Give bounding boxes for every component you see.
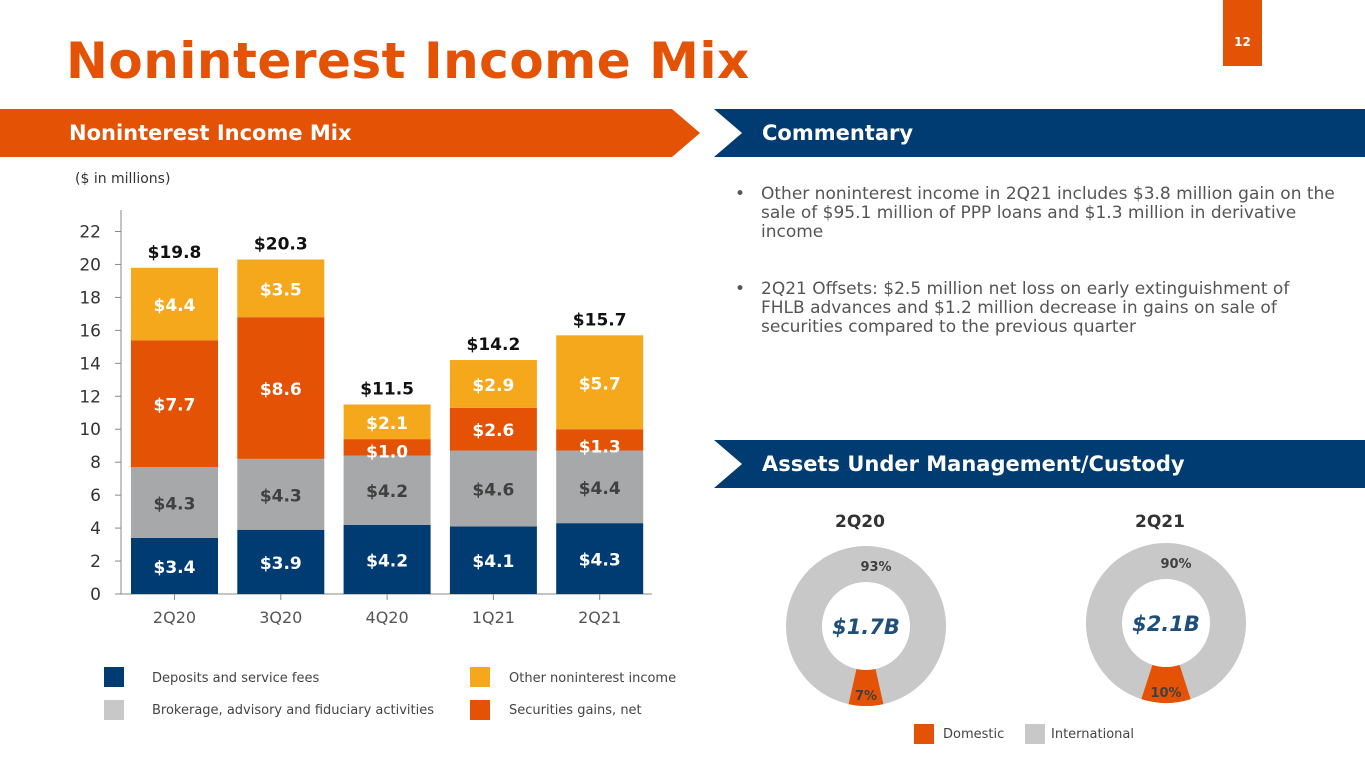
donut-slice-international (785, 546, 946, 705)
y-tick-label: 6 (90, 486, 101, 506)
x-tick-label: 3Q20 (259, 608, 302, 627)
legend-label-securities: Securities gains, net (509, 703, 642, 718)
data-label: $4.2 (366, 482, 408, 502)
bar-segment (343, 439, 431, 456)
y-tick-label: 10 (79, 420, 101, 440)
y-tick-label: 8 (90, 453, 101, 473)
total-label: $11.5 (360, 380, 414, 400)
bar-segment (556, 523, 644, 594)
bar-segment (556, 429, 644, 451)
x-tick-label: 2Q21 (578, 608, 621, 627)
bar-segment (449, 360, 537, 408)
bar-segment (449, 407, 537, 451)
data-label: $2.1 (366, 414, 408, 434)
bar-segment (449, 450, 537, 527)
commentary-item: 2Q21 Offsets: $2.5 million net loss on e… (735, 280, 1335, 337)
legend-swatch-deposits (104, 667, 124, 687)
y-tick-label: 22 (79, 223, 101, 243)
x-tick-label: 2Q20 (153, 608, 196, 627)
y-tick-label: 14 (79, 354, 101, 374)
total-label: $14.2 (467, 335, 521, 355)
data-label: $2.6 (472, 421, 514, 441)
y-tick-label: 2 (90, 552, 101, 572)
commentary-item: Other noninterest income in 2Q21 include… (735, 185, 1335, 242)
bar-segment (131, 537, 218, 594)
donut-slice-domestic (848, 668, 884, 707)
data-label: $1.0 (366, 443, 408, 463)
section-banner-income-mix: Noninterest Income Mix (0, 109, 672, 157)
data-label: $4.4 (154, 296, 196, 316)
data-label: $8.6 (260, 380, 302, 400)
slice-label-domestic: 10% (1150, 686, 1181, 701)
bar-segment (343, 524, 431, 594)
data-label: $1.3 (579, 438, 621, 458)
y-tick-label: 4 (90, 519, 101, 539)
data-label: $5.7 (579, 374, 621, 394)
section-banner-commentary: Commentary (714, 109, 1365, 157)
y-tick-label: 20 (79, 255, 101, 275)
bar-segment (131, 267, 218, 341)
bar-segment (449, 526, 537, 594)
data-label: $3.5 (260, 280, 302, 300)
legend-label-deposits: Deposits and service fees (152, 671, 320, 686)
legend-swatch-other (470, 667, 490, 687)
commentary-list: Other noninterest income in 2Q21 include… (735, 185, 1335, 375)
bar-segment (237, 529, 325, 594)
total-label: $19.8 (148, 243, 202, 263)
legend-swatch-international (1025, 724, 1045, 744)
data-label: $3.4 (154, 558, 196, 578)
total-label: $15.7 (573, 310, 627, 330)
data-label: $4.3 (579, 551, 621, 571)
data-label: $4.2 (366, 551, 408, 571)
x-tick-label: 4Q20 (366, 608, 409, 627)
data-label: $3.9 (260, 554, 302, 574)
bar-segment (343, 404, 431, 440)
donut-center-label: $2.1B (1132, 612, 1200, 636)
page-title: Noninterest Income Mix (66, 32, 750, 90)
donut-slice-domestic (1141, 664, 1191, 703)
slice-label-international: 93% (860, 560, 891, 575)
data-label: $7.7 (154, 396, 196, 416)
donut-title: 2Q20 (835, 512, 885, 532)
bar-segment (343, 455, 431, 525)
donut-slice-international (1086, 543, 1246, 700)
data-label: $4.3 (154, 495, 196, 515)
total-label: $20.3 (254, 235, 308, 255)
donut-center-label: $1.7B (832, 615, 900, 639)
units-label: ($ in millions) (75, 171, 171, 187)
x-tick-label: 1Q21 (472, 608, 515, 627)
legend-label-brokerage: Brokerage, advisory and fiduciary activi… (152, 703, 435, 718)
bar-segment (237, 317, 325, 459)
section-banner-aum: Assets Under Management/Custody (714, 440, 1365, 488)
data-label: $2.9 (472, 376, 514, 396)
slice-label-domestic: 7% (855, 689, 877, 704)
legend-swatch-brokerage (104, 700, 124, 720)
bar-segment (556, 335, 644, 430)
data-label: $4.6 (472, 481, 514, 501)
legend-swatch-domestic (914, 724, 934, 744)
legend-swatch-securities (470, 700, 490, 720)
slice-label-international: 90% (1160, 557, 1191, 572)
data-label: $4.4 (579, 479, 621, 499)
legend-label-domestic: Domestic (943, 727, 1005, 742)
donut-title: 2Q21 (1135, 512, 1185, 532)
y-tick-label: 18 (79, 288, 101, 308)
bar-segment (131, 467, 218, 538)
y-tick-label: 12 (79, 387, 101, 407)
bar-segment (237, 458, 325, 530)
bar-segment (131, 340, 218, 468)
y-tick-label: 16 (79, 321, 101, 341)
bar-segment (556, 450, 644, 524)
legend-label-international: International (1051, 727, 1134, 742)
y-tick-label: 0 (90, 585, 101, 605)
page-number: 12 (1223, 0, 1262, 66)
banner-arrow (672, 109, 700, 157)
bar-segment (237, 259, 325, 318)
legend-label-other: Other noninterest income (509, 671, 677, 686)
data-label: $4.1 (472, 552, 514, 572)
data-label: $4.3 (260, 486, 302, 506)
